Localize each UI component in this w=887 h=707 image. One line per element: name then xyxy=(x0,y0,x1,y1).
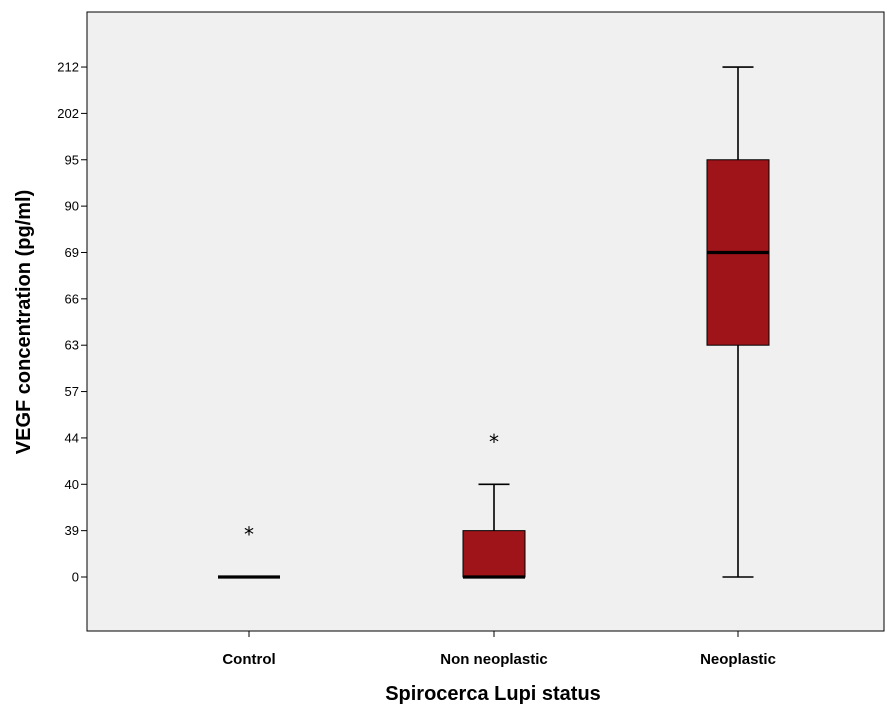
box-control: * xyxy=(218,523,280,579)
x-axis-title: Spirocerca Lupi status xyxy=(385,683,601,705)
y-axis-ticks: 0 39 40 44 57 63 66 69 90 95 202 212 xyxy=(57,60,87,585)
y-tick-label: 90 xyxy=(65,199,79,214)
box-non-neoplastic: * xyxy=(462,430,526,579)
x-axis-ticks: Control Non neoplastic Neoplastic xyxy=(222,631,776,668)
y-tick-label: 69 xyxy=(65,245,79,260)
y-tick-label: 39 xyxy=(65,523,79,538)
y-tick-label: 57 xyxy=(65,384,79,399)
boxes: ** xyxy=(218,66,770,579)
box-neoplastic xyxy=(706,66,770,578)
x-tick-label: Neoplastic xyxy=(700,651,776,668)
y-axis-title: VEGF concentration (pg/ml) xyxy=(13,190,35,454)
box-body xyxy=(462,530,526,578)
y-tick-label: 66 xyxy=(65,291,79,306)
y-tick-label: 63 xyxy=(65,338,79,353)
y-tick-label: 40 xyxy=(65,477,79,492)
outlier-marker: * xyxy=(489,430,499,454)
x-tick-label: Non neoplastic xyxy=(440,651,548,668)
outlier-marker: * xyxy=(244,523,254,547)
y-tick-label: 212 xyxy=(57,60,79,75)
y-tick-label: 0 xyxy=(72,570,79,585)
x-tick-label: Control xyxy=(222,651,275,668)
y-tick-label: 44 xyxy=(65,430,79,445)
y-tick-label: 202 xyxy=(57,106,79,121)
y-tick-label: 95 xyxy=(65,152,79,167)
